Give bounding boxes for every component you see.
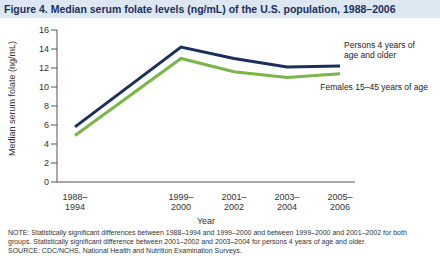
- svg-text:Females 15–45 years of age: Females 15–45 years of age: [320, 82, 428, 92]
- svg-text:14: 14: [39, 44, 49, 54]
- html-text:SOURCE: CDC/NCHS, National Hea: SOURCE: CDC/NCHS, National Health and Nu…: [8, 247, 242, 254]
- svg-text:0: 0: [44, 177, 49, 187]
- svg-text:4: 4: [44, 139, 49, 149]
- svg-text:Persons 4 years ofage and olde: Persons 4 years ofage and older: [344, 40, 416, 60]
- svg-text:Year: Year: [197, 216, 215, 224]
- svg-text:1999–2000: 1999–2000: [168, 192, 193, 212]
- svg-text:10: 10: [39, 82, 49, 92]
- svg-text:2005–2006: 2005–2006: [327, 192, 352, 212]
- svg-text:1988–1994: 1988–1994: [62, 192, 87, 212]
- svg-text:16: 16: [39, 25, 49, 35]
- svg-text:12: 12: [39, 63, 49, 73]
- html-text:Figure 4. Median serum folate: Figure 4. Median serum folate levels (ng…: [4, 3, 396, 15]
- svg-text:2001–2002: 2001–2002: [221, 192, 246, 212]
- svg-text:6: 6: [44, 120, 49, 130]
- svg-text:2: 2: [44, 158, 49, 168]
- svg-text:Median serum folate (ng/mL): Median serum folate (ng/mL): [8, 41, 17, 156]
- svg-text:8: 8: [44, 101, 49, 111]
- html-text:NOTE: Statistically significan: NOTE: Statistically significant differen…: [8, 229, 407, 245]
- svg-text:2003–2004: 2003–2004: [274, 192, 299, 212]
